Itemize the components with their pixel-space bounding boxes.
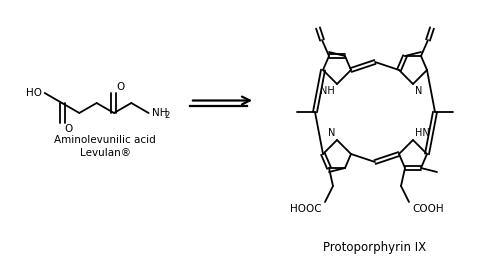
Text: HO: HO (26, 88, 41, 98)
Text: Levulan®: Levulan® (80, 148, 131, 158)
Text: O: O (116, 82, 124, 92)
Text: Protoporphyrin IX: Protoporphyrin IX (324, 242, 426, 254)
Text: NH: NH (320, 86, 335, 96)
Text: N: N (415, 86, 422, 96)
Text: O: O (64, 124, 72, 134)
Text: N: N (328, 128, 335, 138)
Text: Aminolevunilic acid: Aminolevunilic acid (54, 135, 156, 145)
Text: 2: 2 (165, 112, 170, 121)
Text: HOOC: HOOC (290, 204, 322, 214)
Text: HN: HN (415, 128, 430, 138)
Text: NH: NH (152, 108, 167, 118)
Text: COOH: COOH (412, 204, 444, 214)
